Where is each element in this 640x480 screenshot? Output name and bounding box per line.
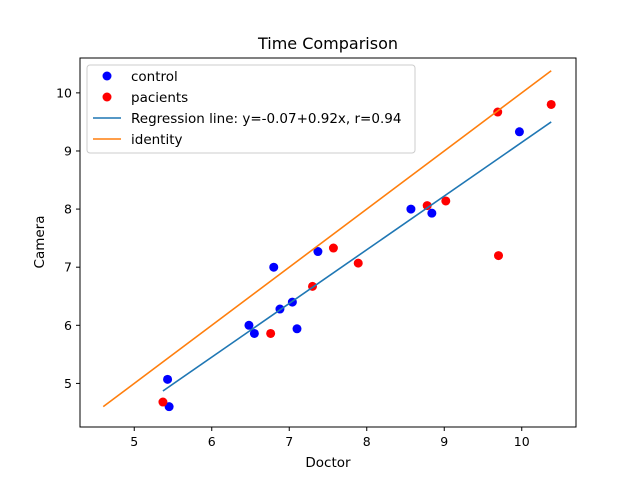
pacients-point (158, 397, 168, 407)
chart-title: Time Comparison (257, 34, 398, 53)
legend-label: control (131, 69, 178, 85)
pacients-point (266, 328, 276, 338)
series-pacients-points (158, 99, 556, 407)
pacients-point (441, 196, 451, 206)
y-tick-label: 10 (56, 85, 72, 100)
x-tick-label: 5 (130, 434, 138, 449)
y-axis: 5 6 7 8 9 10 (56, 85, 80, 391)
control-point (269, 262, 279, 272)
control-point (514, 127, 524, 137)
x-tick-label: 6 (208, 434, 216, 449)
legend-box (86, 64, 416, 154)
x-tick-label: 9 (440, 434, 448, 449)
y-axis-label: Camera (32, 216, 48, 269)
x-tick-label: 10 (514, 434, 530, 449)
legend: control pacients Regression line: y=-0.07+… (86, 64, 416, 154)
pacients-point (353, 258, 363, 268)
identity-line (102, 70, 552, 408)
chart-marks (102, 70, 556, 412)
legend-label: pacients (131, 90, 188, 106)
control-point (249, 328, 259, 338)
pacients-point (422, 201, 432, 211)
x-tick-label: 7 (285, 434, 293, 449)
control-point (244, 320, 254, 330)
legend-item: identity (93, 132, 183, 148)
legend-item: Regression line: y=-0.07+0.92x, r=0.94 (93, 111, 401, 127)
pacients-point (328, 243, 338, 253)
regression-line (162, 121, 552, 392)
legend-marker (102, 92, 112, 102)
control-point (313, 247, 323, 257)
legend-label: identity (131, 132, 183, 148)
control-point (406, 204, 416, 214)
x-axis-label: Doctor (305, 455, 351, 471)
pacients-point (494, 251, 503, 261)
pacients-point (546, 99, 556, 109)
y-tick-label: 7 (64, 260, 72, 275)
legend-item: control (102, 69, 178, 85)
y-tick-label: 6 (64, 318, 72, 333)
x-axis: 5 6 7 8 9 10 (130, 427, 530, 449)
control-point (163, 374, 173, 384)
y-tick-label: 5 (64, 376, 72, 391)
x-tick-label: 8 (363, 434, 371, 449)
legend-label: Regression line: y=-0.07+0.92x, r=0.94 (131, 111, 401, 127)
plot-frame (79, 57, 577, 428)
y-tick-label: 8 (64, 202, 72, 217)
control-point (292, 324, 302, 334)
control-point (427, 208, 437, 218)
legend-item: pacients (102, 90, 188, 106)
control-point (164, 402, 174, 412)
y-tick-label: 9 (64, 143, 72, 158)
legend-marker (102, 71, 112, 81)
